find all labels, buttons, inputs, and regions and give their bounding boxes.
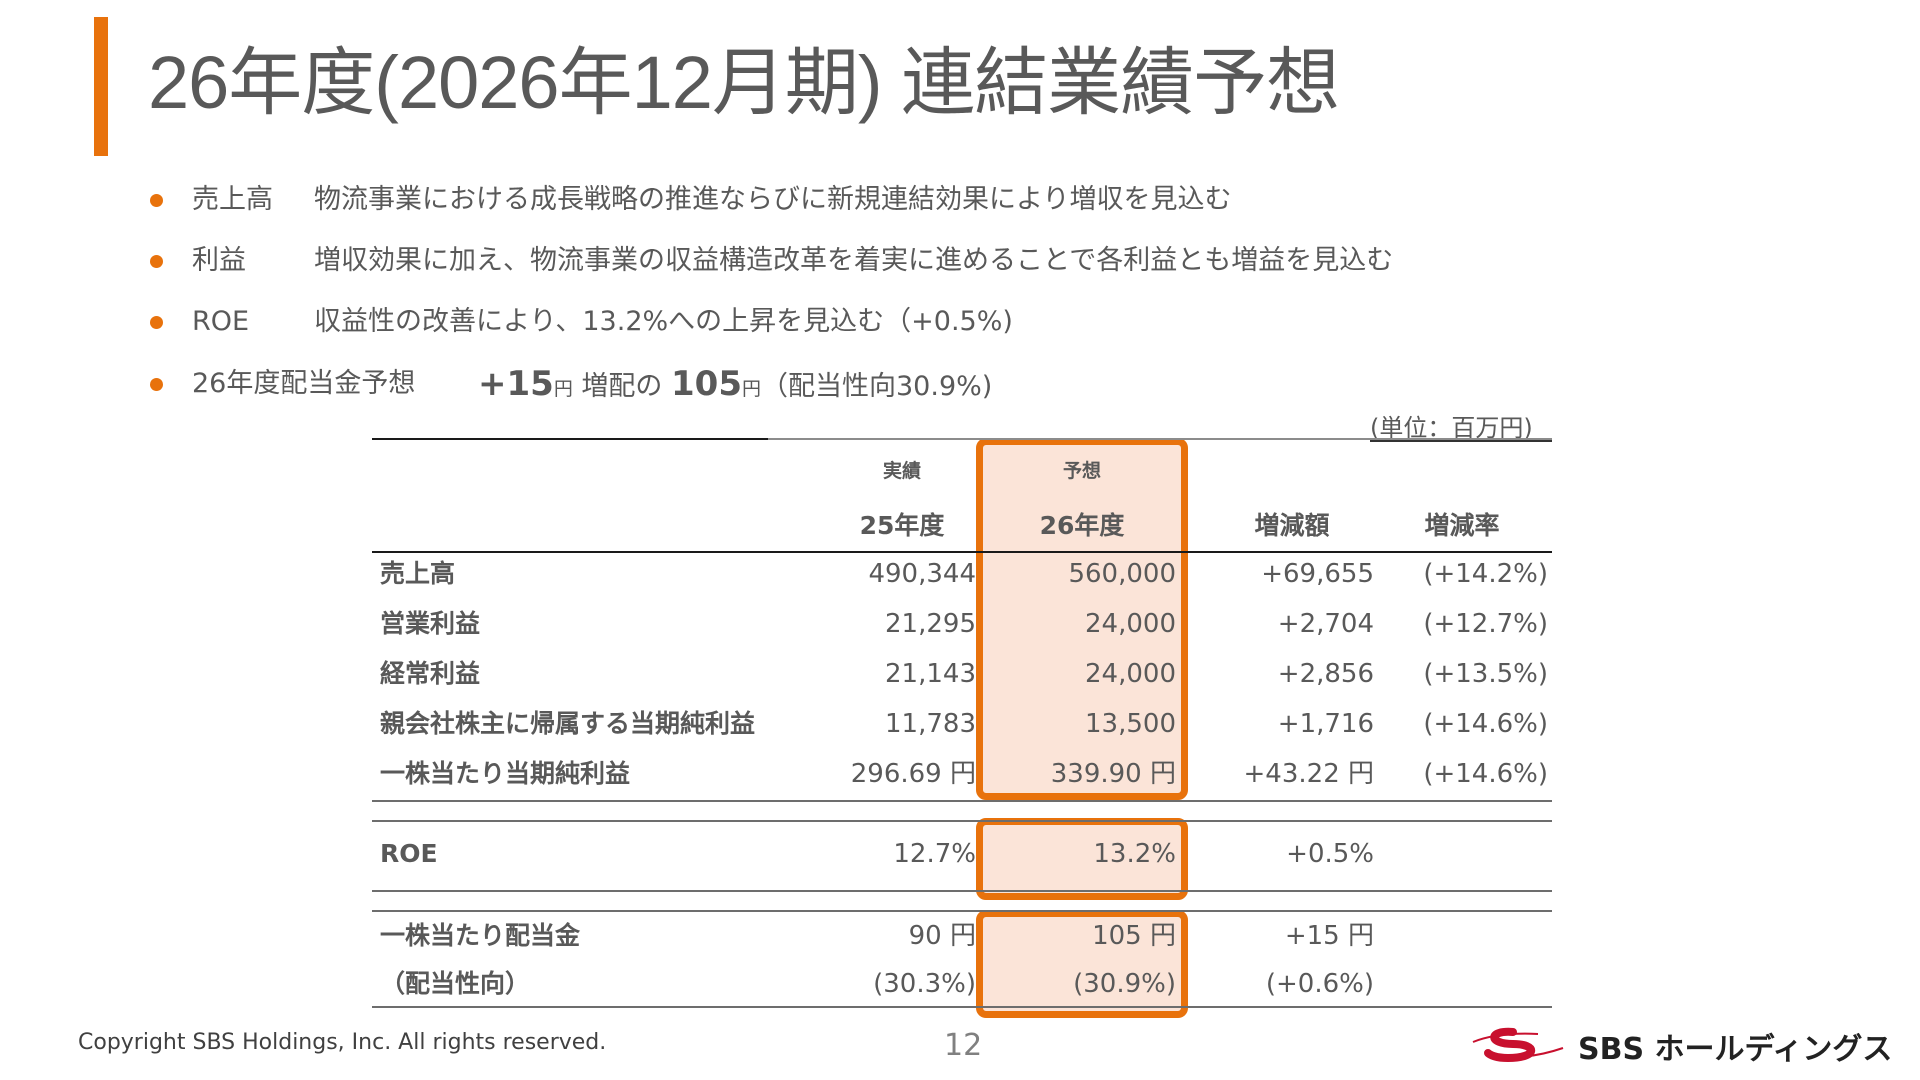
bullet-label: ROE (192, 306, 250, 337)
forecast-highlight-dividend (976, 910, 1188, 1018)
bullet-text: +15円 増配の 105円（配当性向30.9%) (478, 364, 993, 404)
sbs-swoosh-icon (1472, 1027, 1564, 1063)
bullet-dot-icon (150, 194, 163, 207)
bullet-dot-icon (150, 378, 163, 391)
company-logo: SBS ホールディングス (1468, 1022, 1892, 1067)
header-change: 増減額 (1254, 511, 1330, 540)
header-forecast-sub: 予想 (1062, 460, 1101, 482)
section-divider-3 (372, 890, 1552, 892)
logo-text: SBS ホールディングス (1578, 1032, 1893, 1067)
forecast-table: 実績 25年度 予想 26年度 増減額 増減率 売上高 490,344 560,… (372, 438, 1552, 1018)
unit-label: (単位：百万円) (1370, 414, 1533, 442)
dividend-amount: 105 (671, 364, 742, 404)
page-number: 12 (944, 1028, 983, 1063)
bullet-text: 物流事業における成長戦略の推進ならびに新規連結効果により増収を見込む (314, 184, 1232, 215)
bullet-dot-icon (150, 316, 163, 329)
table-top-border (372, 438, 768, 440)
bullet-label: 26年度配当金予想 (192, 368, 416, 399)
table-bottom-border (372, 1006, 1552, 1008)
copyright-text: Copyright SBS Holdings, Inc. All rights … (78, 1030, 607, 1055)
header-actual: 25年度 (859, 511, 945, 540)
bullet-label: 売上高 (192, 184, 273, 215)
forecast-highlight-main (976, 438, 1188, 800)
header-actual-sub: 実績 (882, 460, 921, 482)
table-top-border-right (768, 438, 1552, 440)
unit-underline (1370, 440, 1552, 442)
header-rate: 増減率 (1424, 511, 1500, 540)
section-divider-2 (372, 820, 1552, 822)
section-divider-1 (372, 800, 1552, 802)
bullet-dot-icon (150, 255, 163, 268)
dividend-increase: +15 (478, 364, 554, 404)
bullet-text: 増収効果に加え、物流事業の収益構造改革を着実に進めることで各利益とも増益を見込む (314, 245, 1394, 276)
bullet-text: 収益性の改善により、13.2%への上昇を見込む（+0.5%) (314, 306, 1013, 337)
section-divider-4 (372, 910, 1552, 912)
header-divider (372, 551, 1552, 553)
title-accent-bar (94, 17, 108, 156)
bullet-label: 利益 (192, 245, 246, 276)
header-forecast: 26年度 (1039, 511, 1125, 540)
slide-title: 26年度(2026年12月期) 連結業績予想 (148, 41, 1340, 124)
